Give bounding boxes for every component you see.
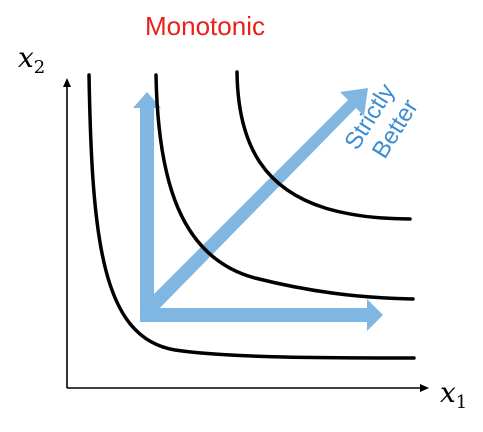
strictly-better-label: Strictly Better <box>339 74 427 170</box>
y-axis-label: x2 <box>18 41 45 78</box>
axes <box>63 78 429 392</box>
x-axis-label-sub: 1 <box>456 392 467 413</box>
indifference-curve-3 <box>235 70 412 221</box>
diagram-title: Monotonic <box>145 11 265 41</box>
vertical-arrow <box>133 92 161 322</box>
indifference-curve-1 <box>87 73 416 360</box>
x-axis-label-var: x <box>440 376 456 409</box>
diagonal-arrow <box>141 88 368 317</box>
horizontal-arrow <box>140 299 383 331</box>
y-axis-label-sub: 2 <box>34 57 45 78</box>
indifference-curve-2 <box>154 73 415 301</box>
indifference-curves <box>87 70 416 360</box>
y-axis-label-var: x <box>18 41 34 74</box>
improvement-arrows <box>133 88 383 331</box>
x-axis-label: x1 <box>440 376 467 413</box>
